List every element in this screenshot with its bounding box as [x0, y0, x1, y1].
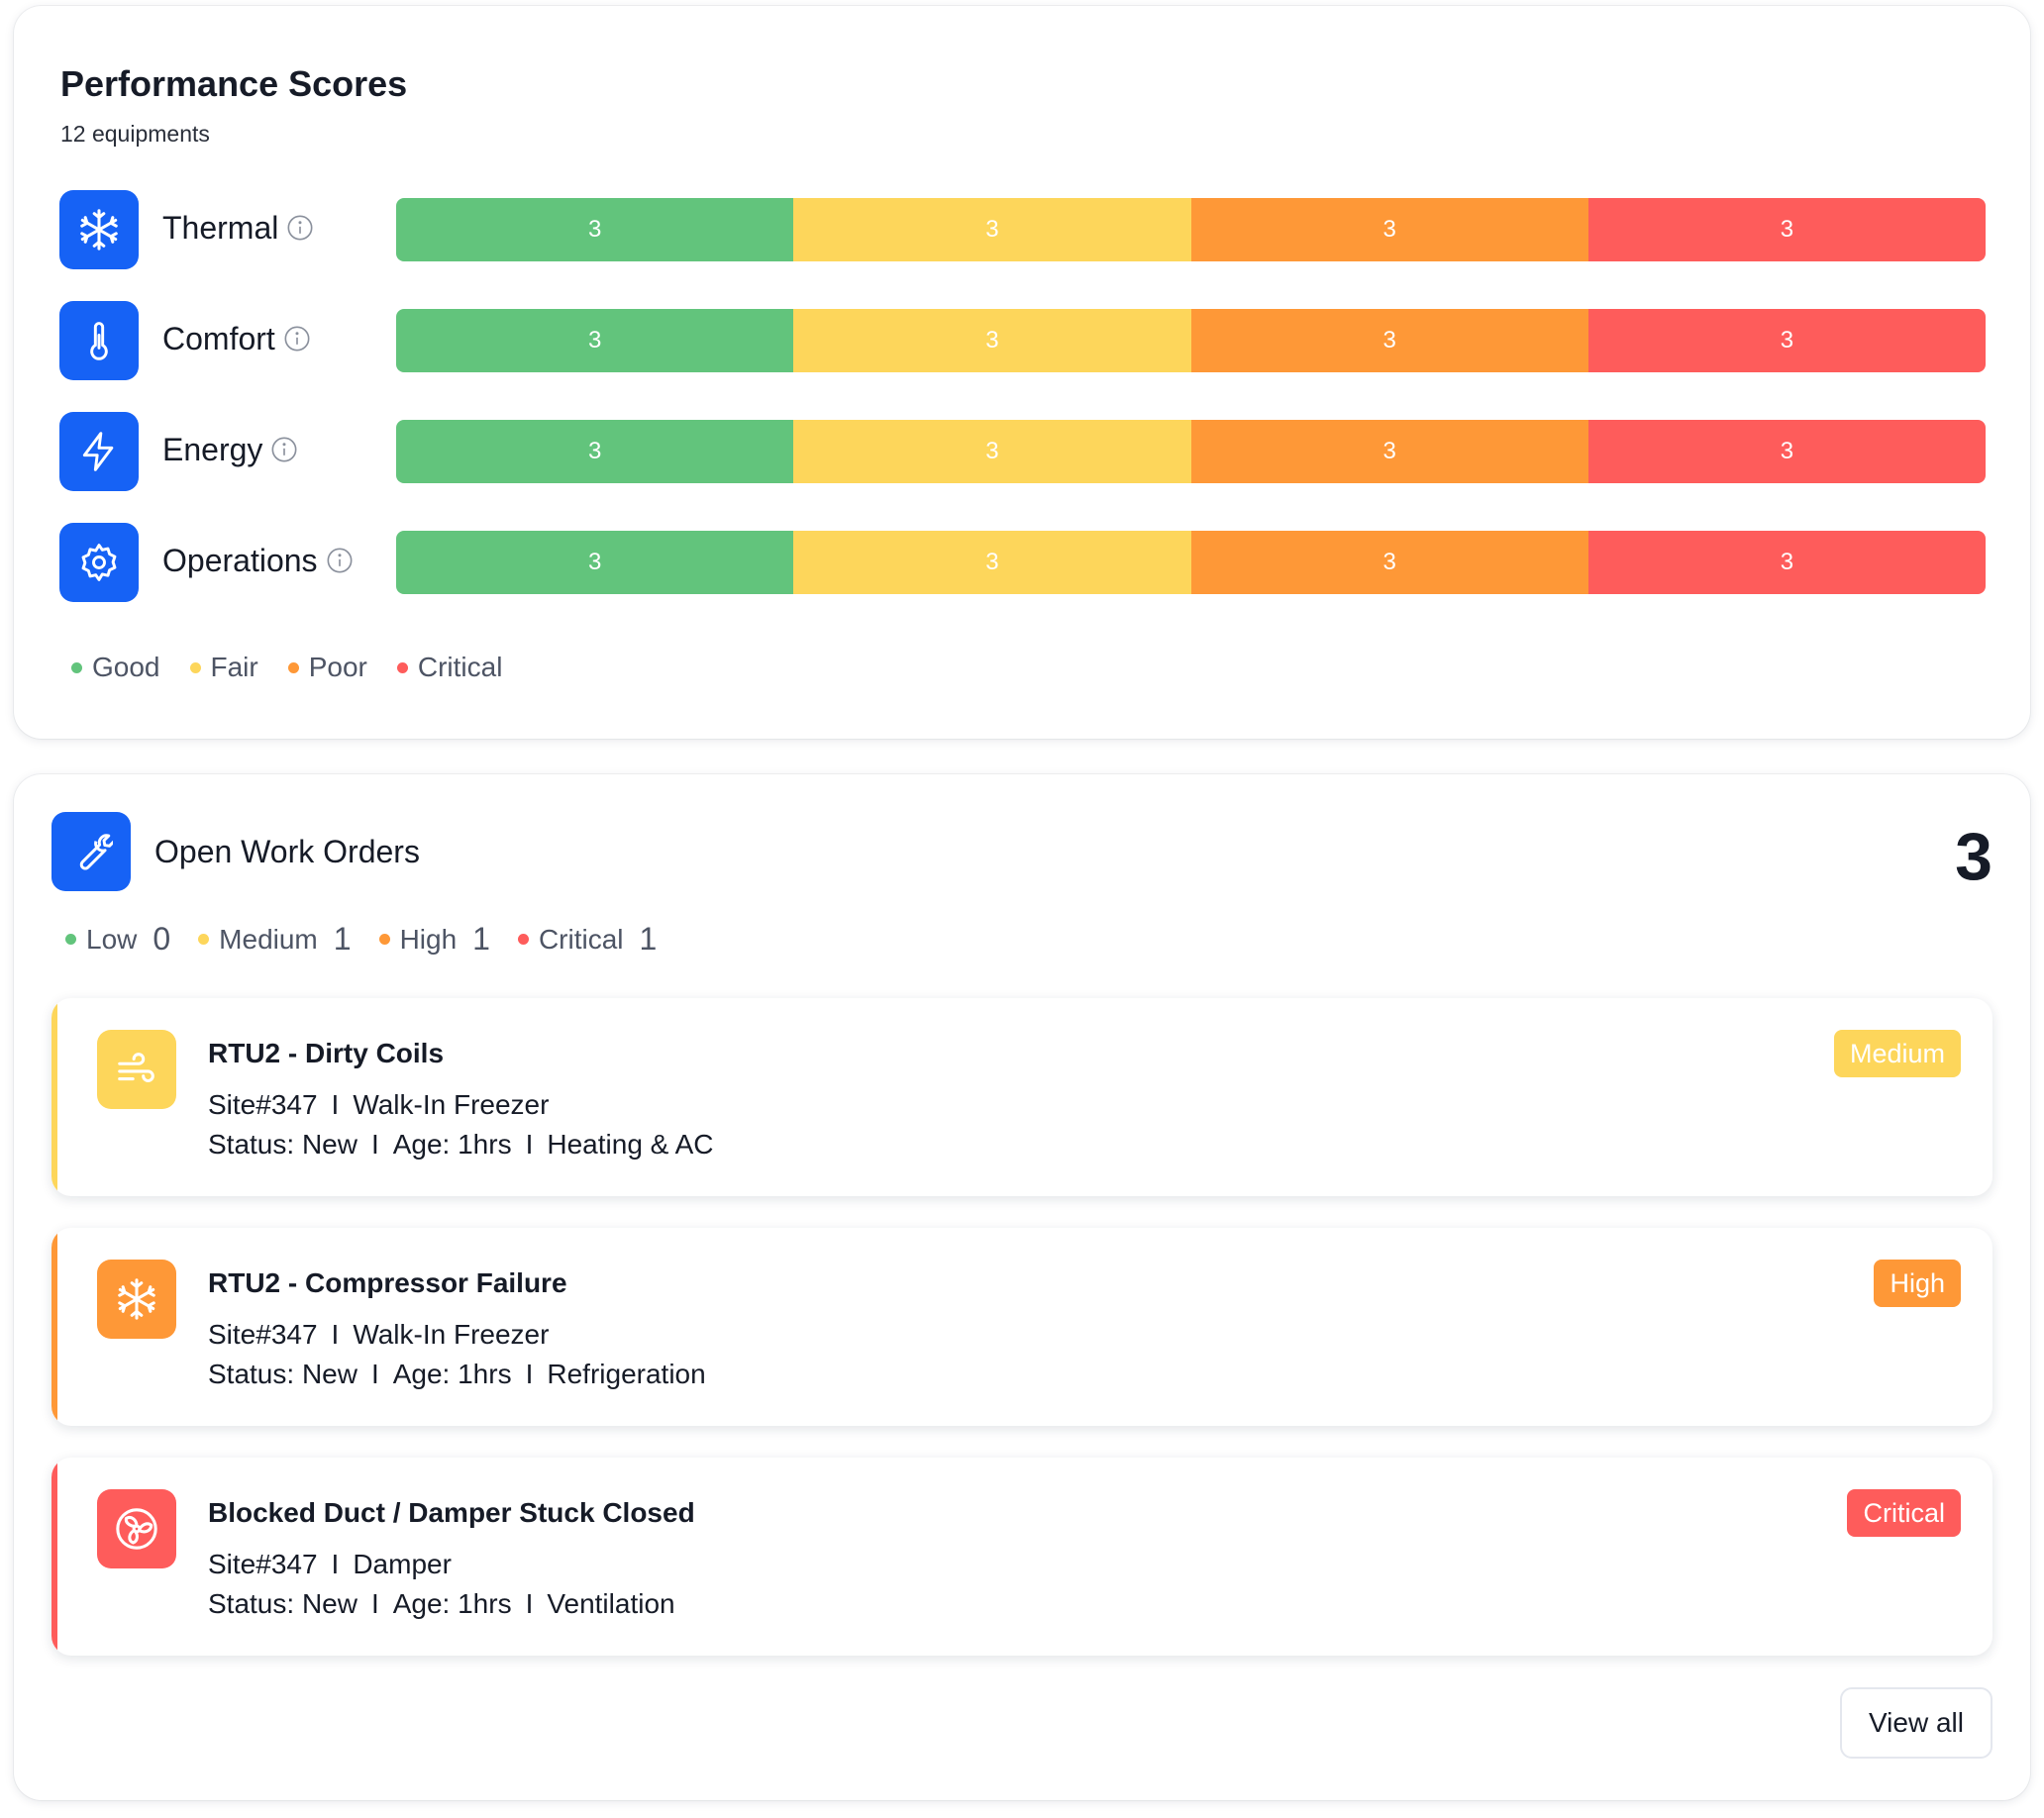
work-order-title: Blocked Duct / Damper Stuck Closed — [208, 1497, 695, 1528]
segment-poor[interactable]: 3 — [1190, 309, 1588, 372]
info-icon[interactable] — [286, 213, 314, 250]
segment-poor[interactable]: 3 — [1190, 531, 1588, 594]
priority-accent — [51, 1228, 57, 1426]
score-label: Comfort — [162, 321, 275, 356]
good-dot-icon — [71, 661, 82, 673]
segment-critical[interactable]: 3 — [1587, 420, 1986, 483]
segment-critical[interactable]: 3 — [1587, 309, 1986, 372]
score-row-energy: Energy 3 3 3 3 — [59, 412, 2000, 491]
lightning-icon — [59, 412, 139, 491]
info-icon[interactable] — [283, 324, 311, 360]
low-dot-icon — [65, 934, 76, 945]
work-orders-card: Open Work Orders 3 Low 0 Medium 1 High 1 Cr… — [14, 774, 2030, 1800]
segment-fair[interactable]: 3 — [793, 309, 1191, 372]
critical-dot-icon — [517, 934, 529, 945]
snowflake-icon — [97, 1260, 176, 1339]
high-dot-icon — [378, 934, 390, 945]
segment-fair[interactable]: 3 — [793, 420, 1191, 483]
legend-fair: Fair — [189, 652, 258, 683]
segment-poor[interactable]: 3 — [1190, 420, 1588, 483]
wind-icon — [97, 1030, 176, 1109]
priority-badge: Medium — [1833, 1030, 1961, 1077]
priority-counts: Low 0 Medium 1 High 1 Critical 1 — [65, 921, 657, 958]
score-bar-energy: 3 3 3 3 — [396, 420, 1986, 483]
priority-accent — [51, 998, 57, 1196]
count-medium: Medium 1 — [198, 921, 352, 958]
work-order-item[interactable]: Blocked Duct / Damper Stuck Closed Site#… — [51, 1458, 1993, 1656]
medium-dot-icon — [198, 934, 210, 945]
priority-accent — [51, 1458, 57, 1656]
segment-good[interactable]: 3 — [396, 531, 794, 594]
equipment-count: 12 equipments — [60, 121, 210, 147]
legend-poor: Poor — [287, 652, 367, 683]
count-high: High 1 — [378, 921, 490, 958]
segment-good[interactable]: 3 — [396, 198, 794, 261]
segment-critical[interactable]: 3 — [1587, 198, 1986, 261]
score-bar-thermal: 3 3 3 3 — [396, 198, 1986, 261]
work-order-location: Site#347 I Walk-In Freezer — [208, 1089, 550, 1120]
score-bar-comfort: 3 3 3 3 — [396, 309, 1986, 372]
performance-title: Performance Scores — [60, 63, 408, 104]
wrench-icon — [51, 812, 131, 891]
segment-poor[interactable]: 3 — [1190, 198, 1588, 261]
score-row-operations: Operations 3 3 3 3 — [59, 523, 2000, 602]
score-label: Energy — [162, 432, 263, 467]
critical-dot-icon — [396, 661, 408, 673]
work-order-item[interactable]: RTU2 - Dirty Coils Site#347 I Walk-In Free… — [51, 998, 1993, 1196]
thermometer-icon — [59, 301, 139, 380]
legend-good: Good — [71, 652, 160, 683]
snowflake-icon — [59, 190, 139, 269]
performance-scores-card: Performance Scores 12 equipments Thermal… — [14, 6, 2030, 739]
segment-fair[interactable]: 3 — [793, 198, 1191, 261]
priority-badge: Critical — [1847, 1489, 1961, 1537]
info-icon[interactable] — [326, 546, 354, 582]
segment-critical[interactable]: 3 — [1587, 531, 1986, 594]
priority-badge: High — [1874, 1260, 1961, 1307]
score-label: Operations — [162, 543, 318, 578]
legend-critical: Critical — [396, 652, 502, 683]
count-low: Low 0 — [65, 921, 170, 958]
score-label: Thermal — [162, 210, 279, 246]
work-order-meta: Status: New I Age: 1hrs I Refrigeration — [208, 1359, 706, 1389]
work-order-meta: Status: New I Age: 1hrs I Ventilation — [208, 1588, 675, 1619]
fan-icon — [97, 1489, 176, 1568]
score-row-thermal: Thermal 3 3 3 3 — [59, 190, 2000, 269]
fair-dot-icon — [189, 661, 201, 673]
segment-good[interactable]: 3 — [396, 309, 794, 372]
info-icon[interactable] — [270, 435, 298, 471]
gear-icon — [59, 523, 139, 602]
score-row-comfort: Comfort 3 3 3 3 — [59, 301, 2000, 380]
work-order-item[interactable]: RTU2 - Compressor Failure Site#347 I Walk-… — [51, 1228, 1993, 1426]
poor-dot-icon — [287, 661, 299, 673]
score-legend: Good Fair Poor Critical — [71, 652, 502, 683]
segment-good[interactable]: 3 — [396, 420, 794, 483]
count-critical: Critical 1 — [517, 921, 657, 958]
work-orders-total: 3 — [1955, 819, 1993, 894]
view-all-button[interactable]: View all — [1840, 1687, 1993, 1759]
work-order-location: Site#347 I Walk-In Freezer — [208, 1319, 550, 1350]
work-order-location: Site#347 I Damper — [208, 1549, 452, 1579]
score-bar-operations: 3 3 3 3 — [396, 531, 1986, 594]
work-order-title: RTU2 - Compressor Failure — [208, 1267, 567, 1298]
work-orders-title: Open Work Orders — [154, 834, 420, 869]
work-order-title: RTU2 - Dirty Coils — [208, 1038, 445, 1068]
work-order-meta: Status: New I Age: 1hrs I Heating & AC — [208, 1129, 714, 1160]
segment-fair[interactable]: 3 — [793, 531, 1191, 594]
